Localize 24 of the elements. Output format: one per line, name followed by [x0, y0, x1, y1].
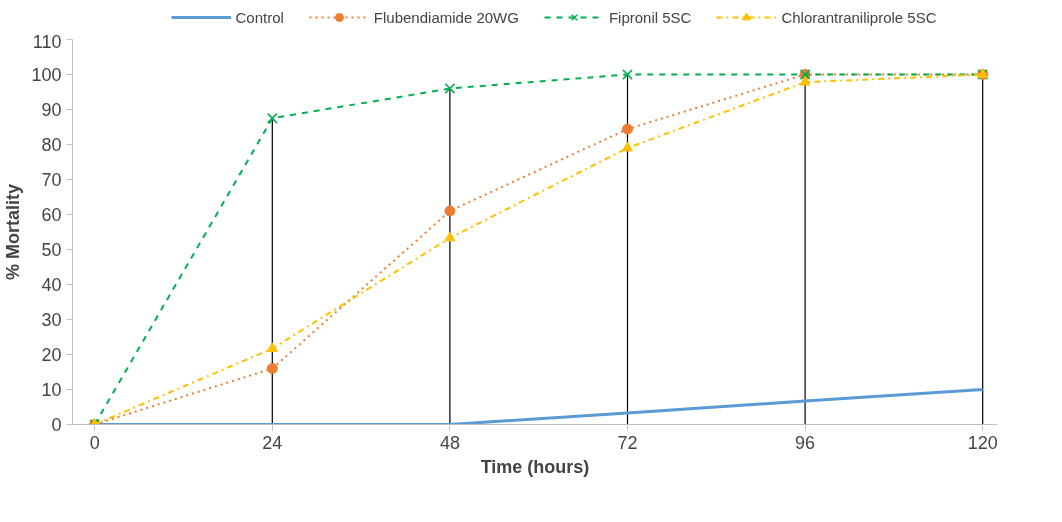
x-tick-label: 96	[795, 432, 816, 453]
legend-label: Fipronil 5SC	[608, 8, 692, 26]
x-tick-label: 72	[617, 432, 638, 453]
legend-label: Chlorantraniliprole 5SC	[781, 8, 937, 26]
y-tick-label: 90	[41, 100, 62, 120]
x-tick-label: 0	[89, 432, 100, 453]
x-tick-label: 120	[967, 432, 998, 453]
y-tick-label: 10	[41, 380, 62, 400]
x-tick-label: 24	[262, 432, 283, 453]
x-tick-label: 48	[439, 432, 460, 453]
x-axis-title: Time (hours)	[480, 456, 590, 477]
y-tick-label: 50	[41, 240, 62, 260]
y-tick-label: 70	[41, 170, 62, 190]
y-tick-label: 80	[41, 135, 62, 155]
y-tick-label: 0	[51, 415, 62, 435]
y-tick-label: 20	[41, 345, 62, 365]
y-tick-label: 40	[41, 275, 62, 295]
y-tick-label: 100	[31, 65, 62, 85]
y-tick-label: 60	[41, 205, 62, 225]
y-tick-label: 30	[41, 310, 62, 330]
y-tick-label: 110	[32, 31, 62, 52]
y-axis-title: % Mortality	[3, 183, 24, 281]
legend-label: Flubendiamide 20WG	[373, 8, 519, 26]
legend-label: Control	[235, 8, 284, 26]
